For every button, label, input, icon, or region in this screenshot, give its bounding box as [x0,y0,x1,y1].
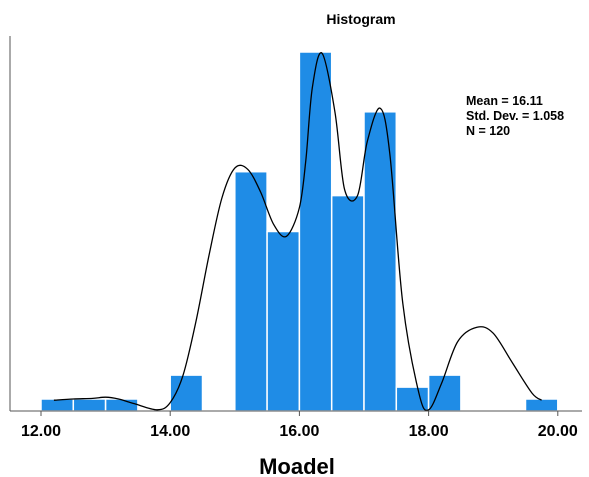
x-tick-label: 14.00 [150,423,190,440]
histogram-bar [266,230,301,412]
histogram-bar [524,398,559,412]
histogram-bar [330,194,365,412]
histogram-bar [104,398,139,412]
stats-box: Mean = 16.11 Std. Dev. = 1.058 N = 120 [466,94,564,138]
stats-mean: Mean = 16.11 [466,94,543,108]
histogram-bar [72,398,107,412]
stats-std-dev: Std. Dev. = 1.058 [466,109,564,123]
x-tick-label: 12.00 [21,423,61,440]
x-axis-ticks: 12.00 14.00 16.00 18.00 20.00 [21,411,578,440]
histogram-bar [363,111,398,412]
x-tick-label: 20.00 [538,423,578,440]
density-curve [53,52,542,412]
histogram-bar [427,374,462,412]
histogram-bar [298,51,333,412]
histogram-bar [40,398,75,412]
histogram-bar [234,170,268,412]
x-tick-label: 16.00 [279,423,319,440]
x-tick-label: 18.00 [409,423,449,440]
histogram-bars [40,51,559,412]
stats-n: N = 120 [466,124,510,138]
x-axis-label: Moadel [259,454,335,477]
histogram-bar [169,374,204,412]
chart-title: Histogram [326,11,395,27]
